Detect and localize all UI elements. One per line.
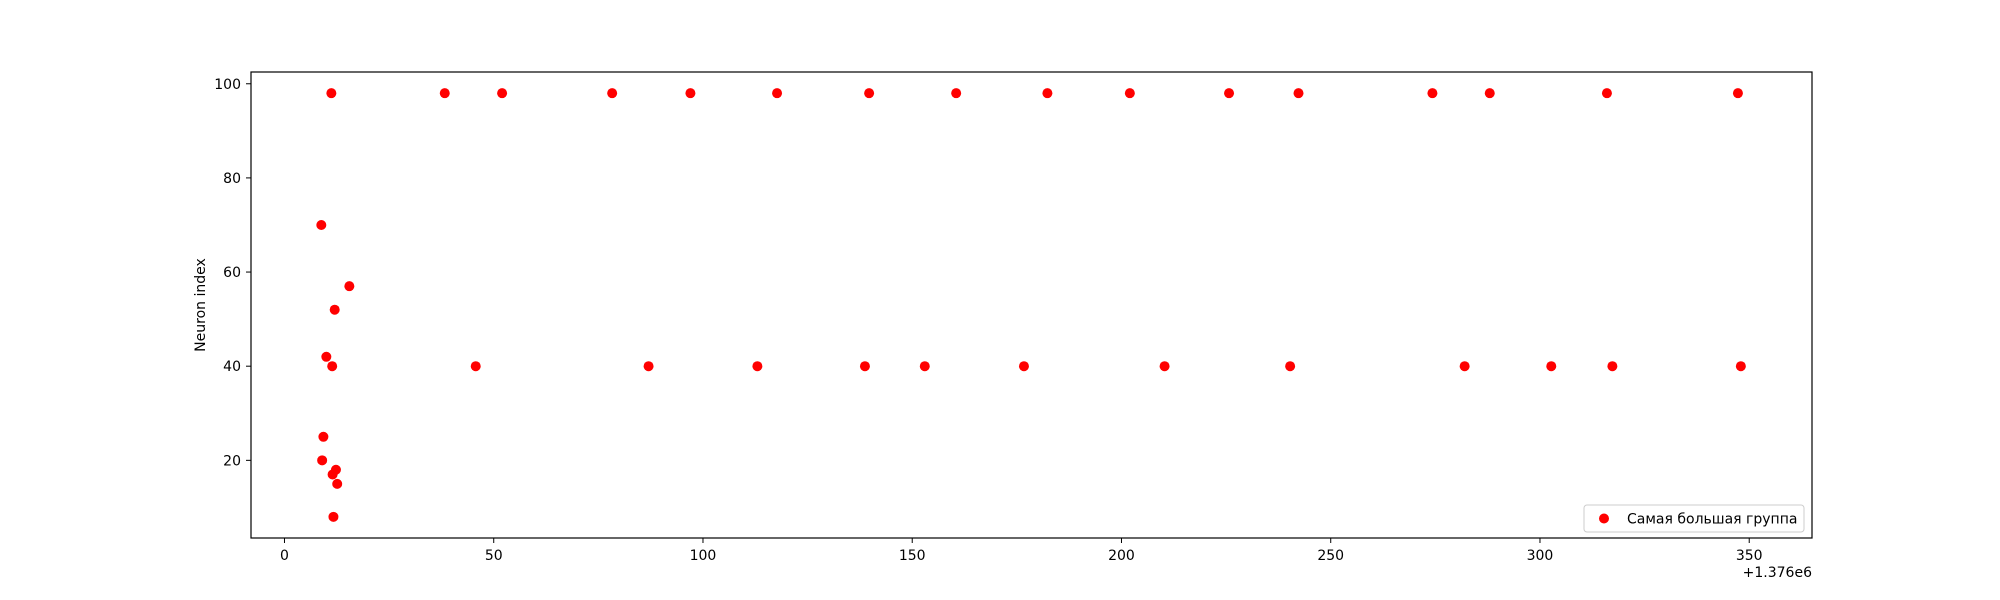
data-point bbox=[864, 88, 875, 99]
data-point bbox=[327, 361, 338, 372]
data-point bbox=[326, 88, 337, 99]
y-tick-label: 60 bbox=[223, 265, 241, 281]
data-point bbox=[1546, 361, 1557, 372]
x-tick-label: 250 bbox=[1317, 548, 1344, 564]
data-points bbox=[316, 88, 1746, 522]
data-point bbox=[1427, 88, 1438, 99]
data-point bbox=[330, 464, 341, 475]
y-axis-label: Neuron index bbox=[193, 258, 209, 352]
x-tick-label: 200 bbox=[1108, 548, 1135, 564]
data-point bbox=[470, 361, 481, 372]
x-tick-label: 150 bbox=[899, 548, 926, 564]
data-point bbox=[1018, 361, 1029, 372]
data-point bbox=[685, 88, 696, 99]
data-point bbox=[344, 281, 355, 292]
y-tick-label: 80 bbox=[223, 171, 241, 187]
data-point bbox=[321, 351, 332, 362]
x-tick-label: 0 bbox=[280, 548, 289, 564]
data-point bbox=[328, 511, 339, 522]
data-point bbox=[951, 88, 962, 99]
y-axis: 20 40 60 80 100 bbox=[214, 77, 251, 469]
data-point bbox=[607, 88, 618, 99]
y-tick-label: 100 bbox=[214, 77, 241, 93]
data-point bbox=[318, 431, 329, 442]
data-point bbox=[1293, 88, 1304, 99]
data-point bbox=[1159, 361, 1170, 372]
data-point bbox=[1607, 361, 1618, 372]
data-point bbox=[439, 88, 450, 99]
data-point bbox=[1484, 88, 1495, 99]
legend-marker bbox=[1599, 513, 1609, 524]
data-point bbox=[1601, 88, 1612, 99]
legend-label: Самая большая группа bbox=[1627, 512, 1797, 528]
x-axis: 0 50 100 150 200 250 300 350 bbox=[280, 538, 1763, 564]
data-point bbox=[1124, 88, 1135, 99]
y-tick-label: 40 bbox=[223, 359, 241, 375]
data-point bbox=[1285, 361, 1296, 372]
plot-area bbox=[251, 72, 1812, 538]
legend-box bbox=[1583, 504, 1805, 533]
x-axis-offset-label: +1.376e6 bbox=[1743, 565, 1812, 581]
data-point bbox=[332, 478, 343, 489]
data-point bbox=[919, 361, 930, 372]
data-point bbox=[1735, 361, 1746, 372]
data-point bbox=[859, 361, 870, 372]
data-point bbox=[1459, 361, 1470, 372]
x-tick-label: 350 bbox=[1736, 548, 1763, 564]
data-point bbox=[1732, 88, 1743, 99]
data-point bbox=[317, 455, 328, 466]
x-tick-label: 100 bbox=[690, 548, 717, 564]
data-point bbox=[329, 304, 340, 315]
y-tick-label: 20 bbox=[223, 453, 241, 469]
plot-frame bbox=[250, 71, 1813, 539]
data-point bbox=[316, 219, 327, 230]
data-point bbox=[752, 361, 763, 372]
x-tick-label: 50 bbox=[485, 548, 503, 564]
data-point bbox=[772, 88, 783, 99]
data-point bbox=[1224, 88, 1235, 99]
data-point bbox=[643, 361, 654, 372]
legend: Самая большая группа bbox=[1583, 504, 1805, 533]
data-point bbox=[1042, 88, 1053, 99]
x-tick-label: 300 bbox=[1527, 548, 1554, 564]
data-point bbox=[497, 88, 508, 99]
